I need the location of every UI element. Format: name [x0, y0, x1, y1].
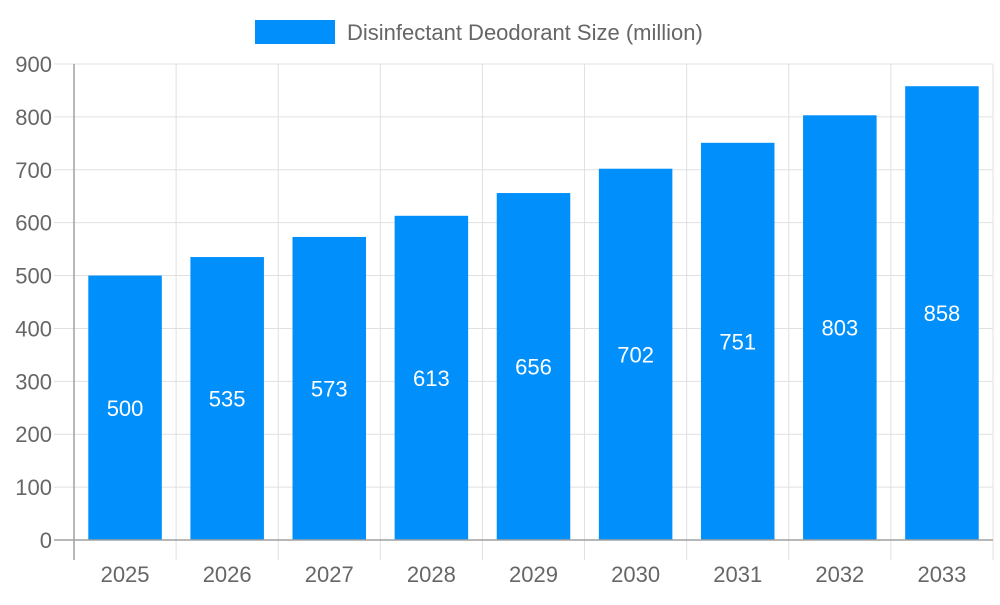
- bar: [598, 168, 673, 540]
- bar: [292, 236, 367, 541]
- y-tick-label: 700: [15, 158, 52, 183]
- data-label: 613: [413, 366, 450, 391]
- bar: [905, 86, 979, 541]
- legend-swatch: [255, 20, 335, 44]
- bar: [803, 115, 877, 541]
- bar: [190, 257, 264, 540]
- data-label: 656: [515, 355, 552, 380]
- bar: [88, 275, 162, 540]
- y-tick-label: 500: [15, 264, 52, 289]
- data-label: 702: [617, 342, 654, 367]
- data-label: 803: [821, 316, 858, 341]
- data-label: 858: [924, 301, 961, 326]
- x-tick-label: 2028: [407, 562, 456, 587]
- y-tick-label: 600: [15, 211, 52, 236]
- y-tick-label: 800: [15, 105, 52, 130]
- bar: [394, 215, 469, 540]
- x-tick-label: 2027: [305, 562, 354, 587]
- x-tick-label: 2032: [815, 562, 864, 587]
- x-tick-label: 2025: [101, 562, 150, 587]
- axes: 0 100 200 300 400 500 600 700 800 900 2025 2026 2027…: [15, 52, 993, 587]
- data-label: 751: [719, 329, 756, 354]
- y-tick-label: 0: [40, 528, 52, 553]
- data-label: 500: [107, 396, 144, 421]
- y-tick-label: 900: [15, 52, 52, 77]
- x-tick-label: 2030: [611, 562, 660, 587]
- legend: Disinfectant Deodorant Size (million): [255, 20, 703, 45]
- data-label: 573: [311, 376, 348, 401]
- legend-label: Disinfectant Deodorant Size (million): [347, 20, 703, 45]
- bars: 500 535 573 613 656 702 751 803 858: [88, 86, 979, 541]
- y-tick-label: 300: [15, 369, 52, 394]
- bar: [700, 142, 775, 540]
- x-tick-label: 2033: [917, 562, 966, 587]
- x-tick-label: 2026: [203, 562, 252, 587]
- x-tick-label: 2029: [509, 562, 558, 587]
- data-label: 535: [209, 387, 246, 412]
- x-tick-label: 2031: [713, 562, 762, 587]
- y-tick-label: 100: [15, 475, 52, 500]
- bar: [496, 193, 571, 540]
- y-tick-label: 400: [15, 316, 52, 341]
- y-tick-label: 200: [15, 422, 52, 447]
